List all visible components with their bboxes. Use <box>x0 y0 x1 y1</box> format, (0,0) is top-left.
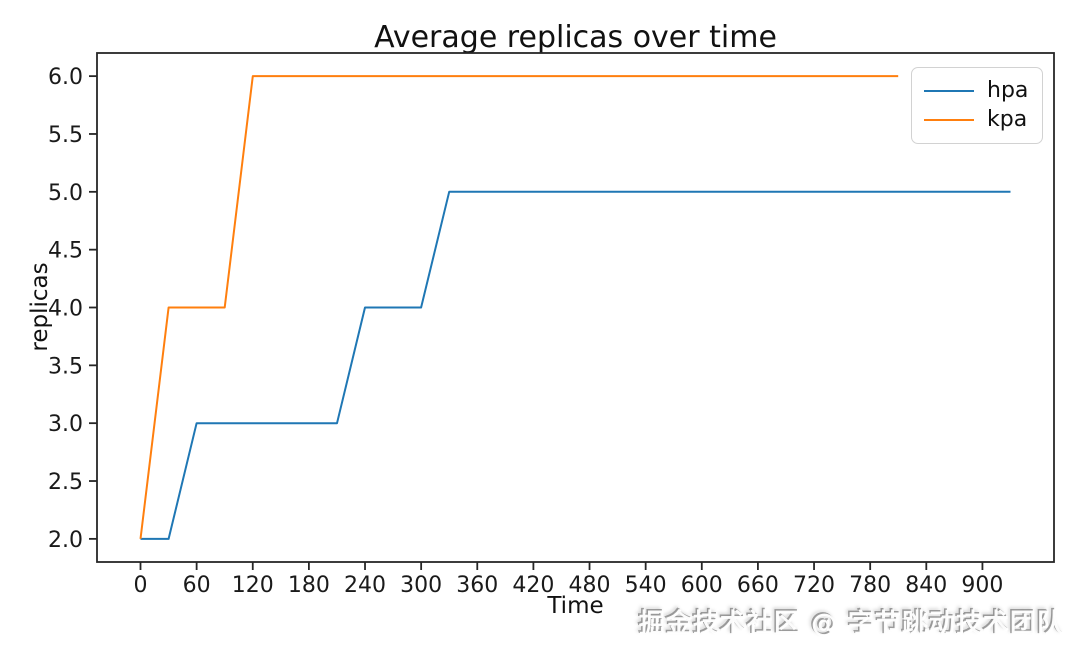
x-tick-label: 60 <box>183 573 211 598</box>
x-tick-label: 720 <box>793 573 835 598</box>
legend-line-hpa-icon <box>924 89 974 92</box>
x-tick-label: 420 <box>512 573 554 598</box>
legend-item-kpa: kpa <box>924 109 1030 131</box>
y-tick-label: 5.5 <box>48 123 83 148</box>
y-tick-label: 4.0 <box>48 297 83 322</box>
legend-label-hpa: hpa <box>987 77 1029 103</box>
x-tick-label: 120 <box>232 573 274 598</box>
series-line-kpa <box>139 75 899 540</box>
x-axis-label: Time <box>547 593 604 619</box>
series-line-hpa <box>140 190 1011 540</box>
x-tick-label: 180 <box>288 573 330 598</box>
y-tick-label: 2.0 <box>48 528 83 553</box>
watermark: 掘金技术社区 @ 字节跳动技术团队 <box>638 609 1064 639</box>
y-tick-label: 2.5 <box>48 470 83 495</box>
x-tick-label: 540 <box>625 573 667 598</box>
y-tick-label: 6.0 <box>48 65 83 90</box>
legend: hpa kpa <box>911 67 1043 144</box>
x-tick-label: 240 <box>344 573 386 598</box>
y-tick-label: 3.0 <box>48 412 83 437</box>
x-tick-label: 780 <box>849 573 891 598</box>
x-tick-label: 0 <box>134 573 148 598</box>
legend-line-kpa-icon <box>924 119 974 122</box>
x-tick-label: 300 <box>400 573 442 598</box>
legend-label-kpa: kpa <box>987 107 1028 133</box>
x-tick-label: 660 <box>737 573 779 598</box>
x-tick-label: 900 <box>961 573 1003 598</box>
x-tick-label: 480 <box>569 573 611 598</box>
chart-title: Average replicas over time <box>374 20 777 55</box>
x-tick-label: 840 <box>905 573 947 598</box>
y-tick-label: 5.0 <box>48 181 83 206</box>
y-tick-label: 4.5 <box>48 239 83 264</box>
x-tick-label: 360 <box>456 573 498 598</box>
legend-item-hpa: hpa <box>924 77 1030 103</box>
x-tick-label: 600 <box>681 573 723 598</box>
y-tick-label: 3.5 <box>48 354 83 379</box>
